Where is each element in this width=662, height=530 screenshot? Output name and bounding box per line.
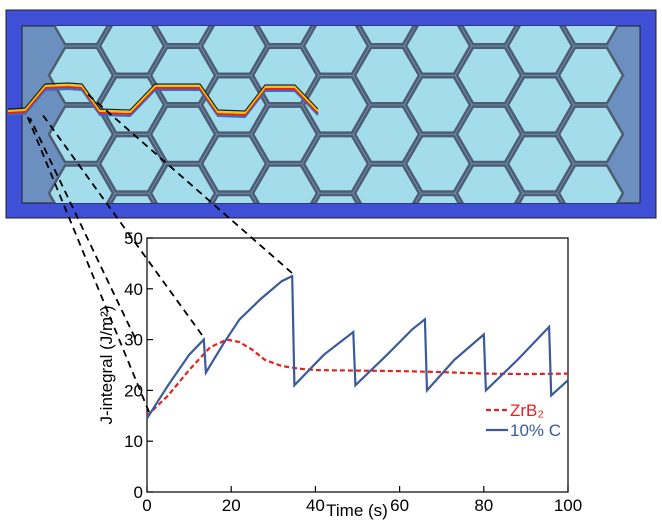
grain [406,254,470,309]
x-tick-label: 100 [554,496,582,515]
y-tick-label: 50 [124,229,143,248]
y-axis-label: J-integral (J/m²) [97,305,116,424]
grain [457,283,521,338]
microstructure [6,0,656,339]
grain [253,283,317,338]
series-line [147,276,568,418]
figure: Time (s) J-integral (J/m²) 0102030405002… [0,0,662,525]
x-axis-label: Time (s) [326,501,388,520]
series-line [147,340,568,416]
y-tick-label: 30 [124,331,143,350]
y-tick-label: 40 [124,280,143,299]
x-tick-label: 80 [474,496,493,515]
grain [355,224,419,279]
grain [457,224,521,279]
legend-label: ZrB₂ [510,401,544,420]
x-tick-label: 60 [390,496,409,515]
y-tick-label: 20 [124,381,143,400]
grain [151,224,215,279]
y-tick-label: 10 [124,432,143,451]
grain [355,283,419,338]
x-tick-label: 40 [306,496,325,515]
x-tick-label: 0 [142,496,151,515]
x-tick-label: 20 [222,496,241,515]
grain [508,254,572,309]
grain [253,224,317,279]
grain [304,254,368,309]
grain [202,254,266,309]
grain [151,283,215,338]
legend-label: 10% C [510,421,561,440]
